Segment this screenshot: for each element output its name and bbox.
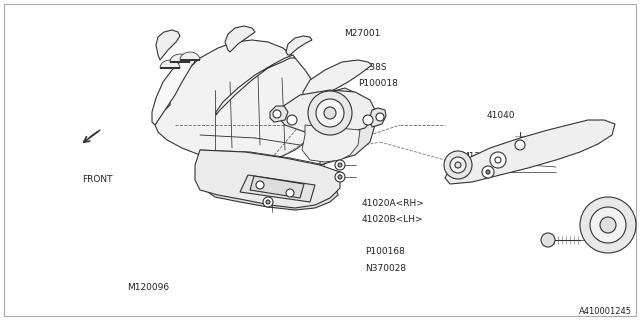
- Text: 0238S: 0238S: [358, 63, 387, 72]
- Text: 41020A<RH>: 41020A<RH>: [362, 199, 424, 208]
- Circle shape: [287, 115, 297, 125]
- Text: N370028: N370028: [365, 264, 406, 273]
- Circle shape: [335, 160, 345, 170]
- Circle shape: [286, 189, 294, 197]
- Polygon shape: [216, 55, 295, 115]
- Polygon shape: [152, 58, 195, 125]
- Polygon shape: [240, 175, 315, 202]
- Text: M120063: M120063: [461, 152, 503, 161]
- Polygon shape: [160, 60, 180, 68]
- Polygon shape: [445, 120, 615, 184]
- Polygon shape: [180, 52, 200, 60]
- Polygon shape: [315, 88, 375, 165]
- Polygon shape: [195, 150, 340, 208]
- Circle shape: [490, 152, 506, 168]
- Circle shape: [455, 162, 461, 168]
- Polygon shape: [302, 125, 360, 162]
- Circle shape: [580, 197, 636, 253]
- Circle shape: [335, 172, 345, 182]
- Circle shape: [338, 175, 342, 179]
- Circle shape: [316, 99, 344, 127]
- Circle shape: [263, 197, 273, 207]
- Circle shape: [486, 170, 490, 174]
- Text: P100168: P100168: [365, 247, 404, 256]
- Circle shape: [324, 107, 336, 119]
- Polygon shape: [155, 40, 322, 162]
- Polygon shape: [303, 60, 372, 105]
- Circle shape: [363, 115, 373, 125]
- Polygon shape: [156, 30, 180, 60]
- Polygon shape: [250, 176, 304, 198]
- Polygon shape: [170, 54, 190, 62]
- Circle shape: [482, 166, 494, 178]
- Text: M27001: M27001: [344, 29, 380, 38]
- Circle shape: [308, 91, 352, 135]
- Text: 41040: 41040: [486, 111, 515, 120]
- Circle shape: [541, 233, 555, 247]
- Text: FRONT: FRONT: [82, 175, 113, 184]
- Circle shape: [273, 110, 281, 118]
- Text: A410001245: A410001245: [579, 307, 632, 316]
- Circle shape: [266, 200, 270, 204]
- Text: P100018: P100018: [358, 79, 398, 88]
- Circle shape: [444, 151, 472, 179]
- Text: M120096: M120096: [127, 284, 170, 292]
- Polygon shape: [278, 90, 375, 134]
- Circle shape: [450, 157, 466, 173]
- Circle shape: [495, 157, 501, 163]
- Circle shape: [338, 163, 342, 167]
- Circle shape: [376, 113, 384, 121]
- Circle shape: [515, 140, 525, 150]
- Polygon shape: [370, 108, 386, 127]
- Polygon shape: [225, 26, 255, 52]
- Circle shape: [600, 217, 616, 233]
- Circle shape: [256, 181, 264, 189]
- Polygon shape: [286, 36, 312, 55]
- Text: 41020B<LH>: 41020B<LH>: [362, 215, 423, 224]
- Circle shape: [590, 207, 626, 243]
- Polygon shape: [205, 165, 338, 210]
- Polygon shape: [270, 106, 288, 122]
